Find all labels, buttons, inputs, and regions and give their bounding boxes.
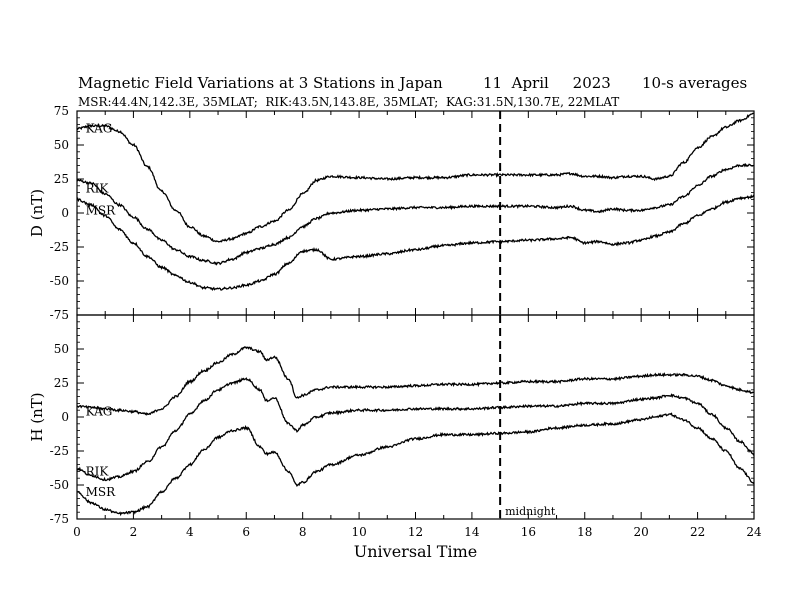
y-tick-label: -25 [50, 240, 69, 254]
x-tick-label: 10 [351, 525, 366, 539]
y-axis-label: D (nT) [28, 189, 46, 237]
y-tick-label: 75 [54, 104, 69, 118]
x-tick-label: 12 [408, 525, 423, 539]
series-line-msr [76, 194, 755, 291]
x-tick-label: 22 [690, 525, 705, 539]
y-tick-label: -75 [50, 308, 69, 322]
x-tick-label: 18 [577, 525, 592, 539]
x-tick-label: 0 [73, 525, 81, 539]
chart-title: Magnetic Field Variations at 3 Stations … [78, 74, 443, 92]
x-tick-label: 14 [464, 525, 480, 539]
y-axis-label: H (nT) [28, 392, 46, 441]
x-axis-label: Universal Time [354, 542, 477, 561]
plot-panels: 75 50 25 0 -25 -50 -75 D (nT) KAG RIK MSR 50 25 0 -25 -… [28, 104, 762, 561]
y-tick-label: 50 [54, 342, 69, 356]
y-tick-label: -50 [50, 274, 69, 288]
y-tick-label: 0 [61, 206, 69, 220]
x-tick-label: 16 [521, 525, 536, 539]
series-line-kag [76, 346, 755, 416]
x-tick-label: 20 [634, 525, 649, 539]
series-line-kag [76, 112, 755, 243]
panel-d: 75 50 25 0 -25 -50 -75 D (nT) KAG RIK MSR [28, 104, 755, 322]
x-tick-label: 6 [242, 525, 250, 539]
y-tick-label: -75 [50, 512, 69, 526]
series-line-msr [76, 412, 755, 517]
station-info: MSR:44.4N,142.3E, 35MLAT; RIK:43.5N,143.… [78, 95, 619, 109]
chart-date: 11 April 2023 [483, 74, 611, 92]
y-tick-label: 25 [54, 376, 69, 390]
series-label-rik: RIK [86, 182, 110, 196]
x-tick-label: 4 [186, 525, 194, 539]
series-label-rik: RIK [86, 464, 110, 478]
series-label-msr: MSR [86, 485, 117, 499]
midnight-label: midnight [505, 505, 556, 518]
x-tick-label: 2 [130, 525, 138, 539]
series-label-kag: KAG [86, 122, 113, 136]
y-tick-label: -25 [50, 444, 69, 458]
chart-averaging: 10-s averages [642, 74, 747, 92]
y-tick-label: 50 [54, 138, 69, 152]
series-label-kag: KAG [86, 405, 113, 419]
y-tick-label: -50 [50, 478, 69, 492]
series-label-msr: MSR [86, 203, 117, 217]
y-tick-label: 25 [54, 172, 69, 186]
series-line-rik [76, 162, 755, 266]
x-tick-label: 24 [746, 525, 762, 539]
series-line-rik [76, 377, 755, 482]
y-tick-label: 0 [61, 410, 69, 424]
x-tick-label: 8 [299, 525, 307, 539]
